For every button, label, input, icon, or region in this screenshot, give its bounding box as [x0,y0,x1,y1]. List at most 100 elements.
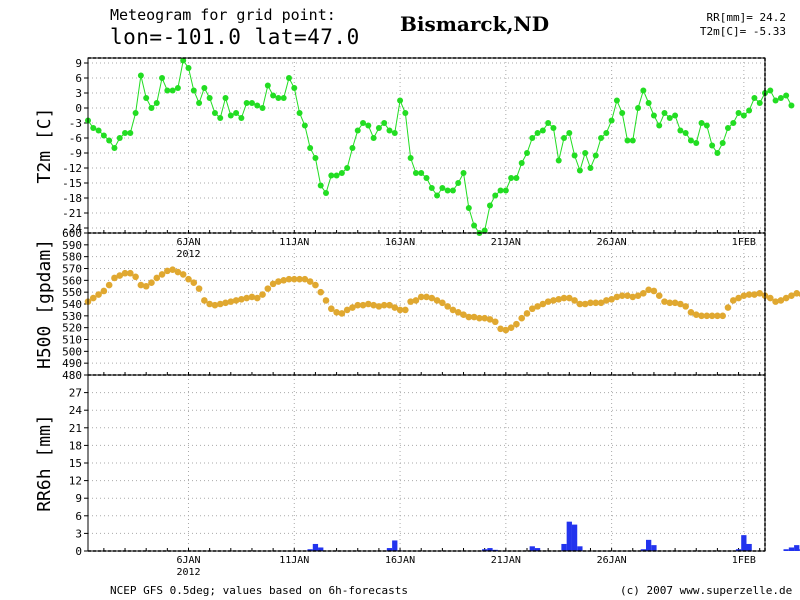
header-title: Meteogram for grid point: [110,6,336,24]
t2m-point [338,170,345,176]
h500-point [201,297,208,304]
t2m-point [635,105,642,111]
panel-1 [84,57,795,236]
h500-point [100,287,108,295]
y-tick-label: 0 [75,545,82,558]
x-date-label: 11JAN [279,555,309,566]
y-tick-label: 590 [62,239,82,252]
h500-point [571,297,578,304]
y-tick-label: 560 [62,274,82,287]
y-tick-label: -24 [62,222,82,235]
t2m-point [439,185,446,191]
t2m-point [687,137,694,144]
h500-point [253,294,261,302]
rr6h-bar [318,547,324,551]
h500-point [645,286,652,294]
t2m-point [254,102,261,109]
t2m-point [285,75,292,81]
h500-point [386,301,393,309]
panel-3 [84,374,800,552]
x-date-label: 16JAN [385,555,415,566]
t2m-point [95,127,102,134]
h500-point [497,325,504,333]
y-axis-label: RR6h [mm] [34,414,55,512]
h500-point [513,320,520,328]
h500-point [216,300,224,308]
h500-point [587,299,594,307]
y-tick-label: 18 [69,439,82,452]
h500-point [105,281,113,289]
t2m-point [275,95,282,101]
h500-point [354,301,362,309]
y-tick-label: -15 [62,177,82,190]
x-year-label: 2012 [176,249,200,260]
t2m-point [444,187,451,194]
h500-point [423,293,430,301]
h500-point [179,271,187,278]
h500-point [566,294,573,302]
y-tick-label: 15 [69,457,82,470]
rr6h-bar [640,549,646,551]
x-date-label: 16JAN [385,237,415,248]
x-date-label: 6JAN [176,555,200,566]
t2m-point [629,137,636,144]
h500-point [407,298,414,305]
t2m-point [756,100,763,106]
t2m-point [386,127,393,134]
h500-point [486,316,494,323]
h500-point [206,300,213,308]
h500-point [576,300,584,308]
t2m-point [598,135,605,141]
x-date-label: 26JAN [597,555,627,566]
y-tick-label: 570 [62,263,82,276]
t2m-point [592,152,599,159]
h500-point [740,292,748,300]
precip-total: RR[mm]= 24.2 [706,11,786,24]
t2m-point [148,105,155,111]
t2m-point [122,130,129,136]
h500-point [343,306,351,314]
h500-point [788,292,795,300]
h500-point [735,294,742,302]
t2m-point [407,155,414,161]
h500-point [502,326,510,334]
panel-frame [87,57,766,234]
h500-point [195,285,203,292]
t2m-point [682,130,689,136]
rr6h-bar [561,543,567,551]
rr6h-bar [788,547,795,551]
h500-point [169,266,176,273]
t2m-point [582,150,589,156]
rr6h-bar [571,524,578,551]
t2m-point [661,110,668,116]
h500-point [137,281,145,289]
h500-point [661,298,668,305]
rr6h-bar [746,543,752,551]
h500-point [592,299,600,307]
h500-point [121,269,129,277]
h500-point [751,291,758,298]
y-tick-label: 9 [75,57,82,70]
h500-point [634,292,642,300]
h500-point [624,292,631,300]
panel-frame [87,374,766,552]
t2m-point [196,100,203,106]
t2m-point [174,85,181,91]
t2m-point [672,112,679,119]
x-date-label: 21JAN [491,237,521,248]
y-tick-label: 6 [75,510,82,523]
t2m-point [561,135,568,141]
t2m-point [656,122,663,129]
t2m-point [497,187,504,194]
h500-point [714,312,721,320]
rr6h-bar [312,543,319,551]
t2m-point [534,130,541,136]
t2m-point [391,130,398,136]
h500-point [95,291,102,298]
x-date-label: 1FEB [732,237,756,248]
t2m-point [650,112,657,119]
h500-point [507,324,515,331]
t2m-point [418,170,425,176]
h500-point [158,271,166,278]
y-axis-label: T2m [C] [34,108,55,184]
